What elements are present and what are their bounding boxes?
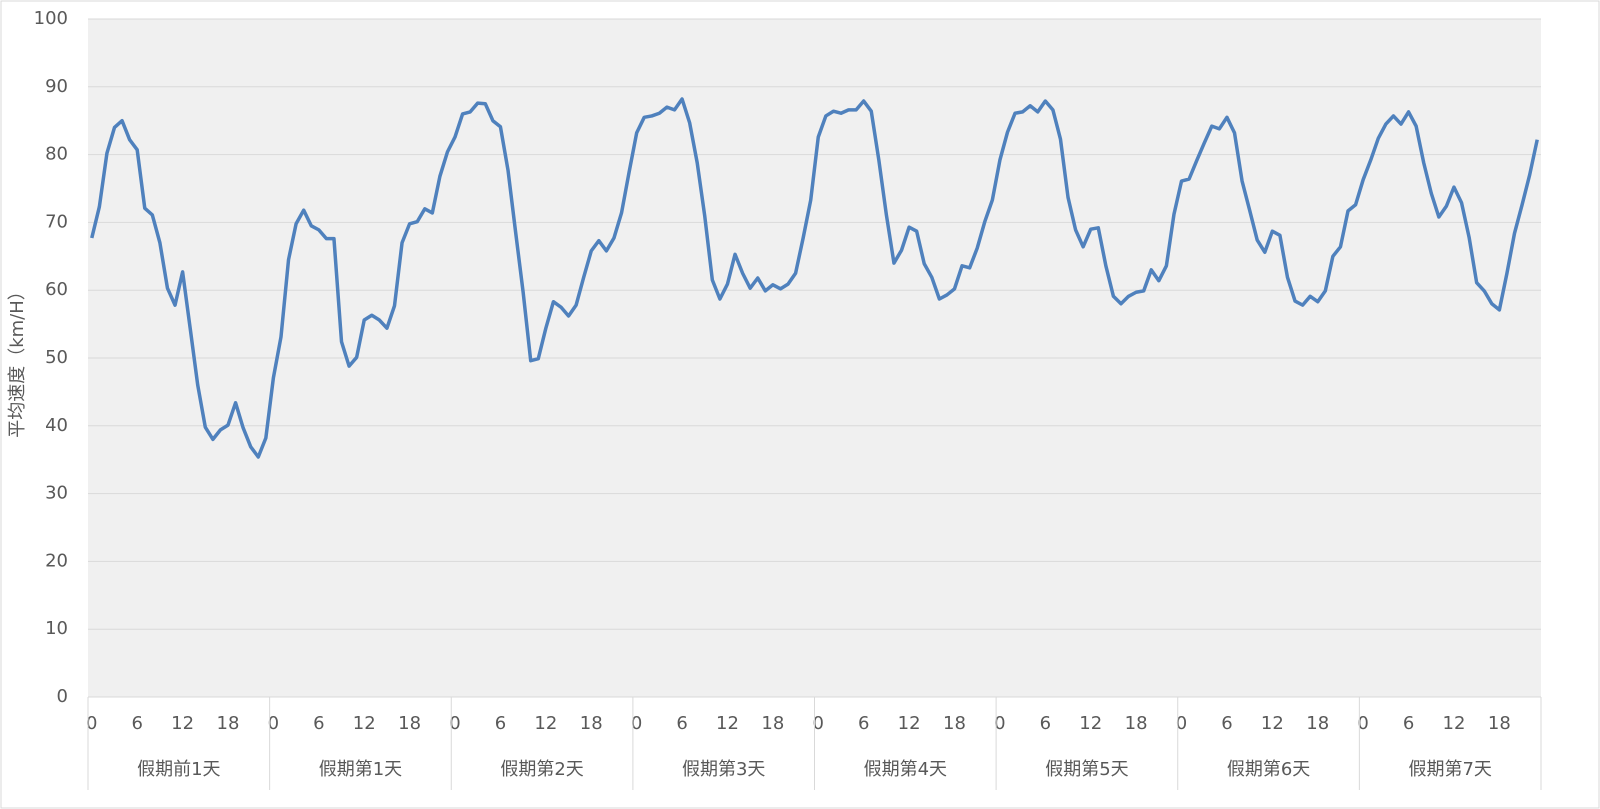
- x-tick-label: 0: [268, 713, 279, 734]
- x-tick-label: 12: [171, 713, 194, 734]
- x-tick-label: 0: [86, 713, 97, 734]
- y-tick-label: 10: [45, 618, 68, 639]
- x-tick-label: 18: [580, 713, 603, 734]
- x-tick-label: 0: [994, 713, 1005, 734]
- x-tick-label: 6: [495, 713, 506, 734]
- x-tick-label: 6: [313, 713, 324, 734]
- group-label: 假期第6天: [1227, 759, 1310, 780]
- x-tick-label: 18: [1306, 713, 1329, 734]
- y-tick-label: 80: [45, 144, 68, 165]
- y-tick-label: 60: [45, 279, 68, 300]
- x-tick-label: 12: [716, 713, 739, 734]
- x-tick-label: 6: [1403, 713, 1414, 734]
- x-tick-label: 6: [131, 713, 142, 734]
- x-tick-label: 0: [631, 713, 642, 734]
- x-tick-label: 0: [1176, 713, 1187, 734]
- x-tick-label: 18: [217, 713, 240, 734]
- group-label: 假期第5天: [1045, 759, 1128, 780]
- x-tick-label: 12: [898, 713, 921, 734]
- x-tick-label: 18: [398, 713, 421, 734]
- y-tick-label: 0: [57, 686, 68, 707]
- x-tick-label: 12: [1261, 713, 1284, 734]
- x-tick-label: 12: [534, 713, 557, 734]
- group-label: 假期前1天: [137, 759, 220, 780]
- x-tick-label: 6: [858, 713, 869, 734]
- y-tick-label: 40: [45, 415, 68, 436]
- x-tick-label: 12: [1079, 713, 1102, 734]
- y-tick-label: 50: [45, 347, 68, 368]
- x-tick-label: 6: [676, 713, 687, 734]
- y-tick-label: 100: [34, 8, 68, 29]
- group-label: 假期第2天: [500, 759, 583, 780]
- group-label: 假期第3天: [682, 759, 765, 780]
- x-tick-label: 18: [1125, 713, 1148, 734]
- group-label: 假期第4天: [864, 759, 947, 780]
- y-tick-label: 30: [45, 483, 68, 504]
- x-tick-label: 18: [1488, 713, 1511, 734]
- x-tick-label: 18: [943, 713, 966, 734]
- y-tick-label: 70: [45, 211, 68, 232]
- x-tick-label: 12: [1443, 713, 1466, 734]
- x-tick-label: 12: [353, 713, 376, 734]
- y-tick-label: 20: [45, 550, 68, 571]
- x-tick-label: 0: [1357, 713, 1368, 734]
- y-tick-label: 90: [45, 76, 68, 97]
- group-label: 假期第7天: [1408, 759, 1491, 780]
- x-tick-label: 0: [449, 713, 460, 734]
- group-label: 假期第1天: [319, 759, 402, 780]
- x-tick-label: 0: [813, 713, 824, 734]
- x-tick-label: 6: [1040, 713, 1051, 734]
- x-tick-label: 18: [761, 713, 784, 734]
- y-axis-title: 平均速度（km/H）: [7, 282, 28, 438]
- x-tick-label: 6: [1221, 713, 1232, 734]
- line-series: [90, 97, 1539, 459]
